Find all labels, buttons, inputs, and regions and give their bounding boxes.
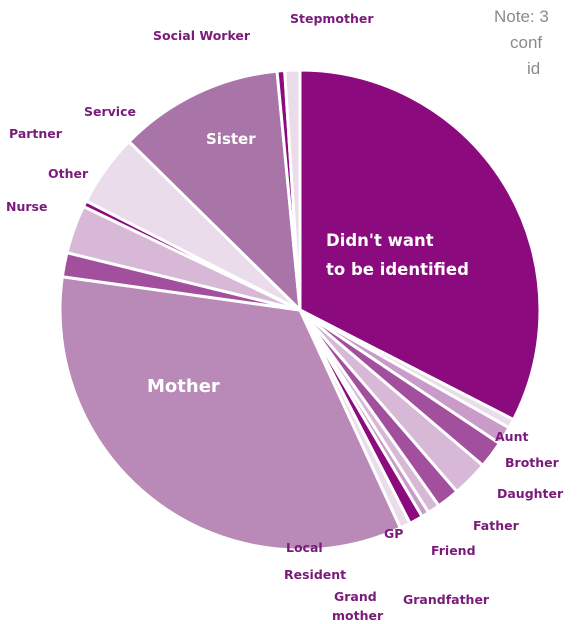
pie-slice-didn-t-want-to-be-identified: [298, 68, 542, 422]
label-service: Service: [84, 104, 136, 119]
label-aunt: Aunt: [495, 429, 528, 444]
label-partner: Partner: [9, 126, 63, 141]
note-line-1: Note: 3: [494, 7, 549, 26]
label-grand: Grand: [334, 589, 377, 604]
label-social-worker: Social Worker: [153, 28, 251, 43]
label-gp: GP: [384, 526, 403, 541]
label-resident: Resident: [284, 567, 346, 582]
pie-slice-stepmother: [283, 68, 302, 311]
label-mother-line2: mother: [332, 608, 384, 623]
pie-slices: [58, 68, 542, 552]
label-daughter: Daughter: [497, 486, 564, 501]
label-nurse: Nurse: [6, 199, 47, 214]
chart-note: Note: 3 conf id: [494, 4, 581, 92]
label-other: Other: [48, 166, 89, 181]
pie-slice-mother: [58, 275, 403, 552]
note-line-2: conf: [510, 33, 543, 52]
label-friend: Friend: [431, 543, 476, 558]
pie-slice-sister: [126, 69, 302, 314]
label-brother: Brother: [505, 455, 560, 470]
note-line-3: id: [527, 59, 541, 78]
label-local: Local: [286, 540, 323, 555]
label-father: Father: [473, 518, 520, 533]
slice-label-mother: Mother: [147, 376, 220, 397]
slice-label-sister: Sister: [206, 130, 256, 148]
label-stepmother: Stepmother: [290, 11, 374, 26]
label-grandfather: Grandfather: [403, 592, 490, 607]
slice-label-didnt-want: Didn't want to be identified: [326, 231, 469, 279]
